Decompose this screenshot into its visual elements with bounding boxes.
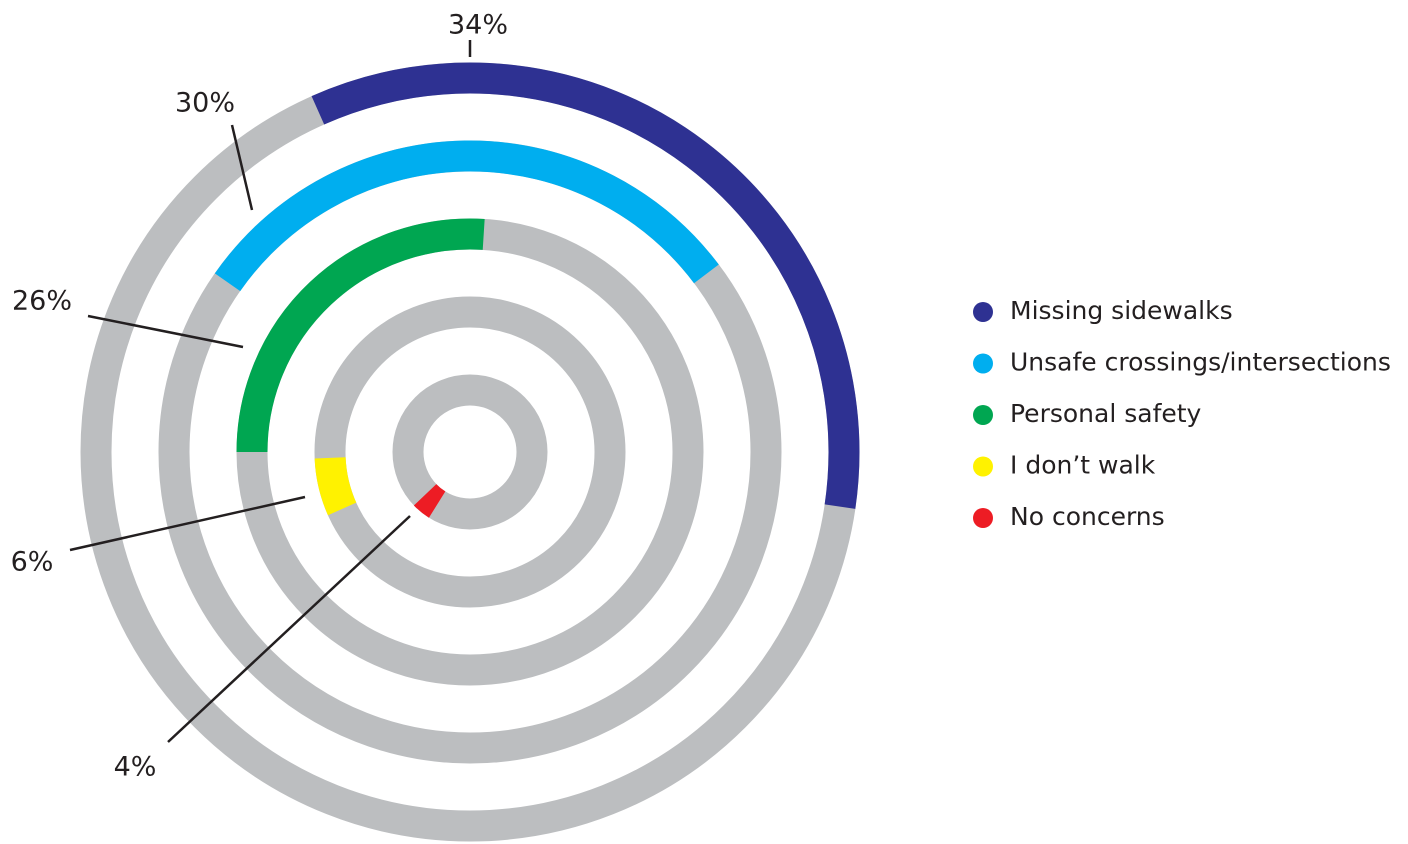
legend-label: Unsafe crossings/intersections (1010, 348, 1391, 377)
leader-line (230, 124, 254, 211)
value-label: 30% (175, 88, 235, 119)
value-label: 26% (12, 286, 72, 317)
ring-bar (314, 456, 357, 516)
ring-track (314, 296, 626, 608)
legend-label: Missing sidewalks (1010, 296, 1233, 325)
legend-swatch (973, 353, 993, 374)
legend-swatch (973, 302, 993, 322)
leader-line (167, 515, 411, 743)
legend-label: No concerns (1010, 502, 1165, 531)
legend: Missing sidewalks Unsafe crossings/inters… (973, 296, 1391, 531)
value-label: 6% (11, 547, 54, 578)
ring-track (392, 374, 548, 530)
ring-bar (311, 62, 860, 509)
legend-swatch (973, 508, 993, 528)
ring-bar (413, 483, 446, 518)
leader-line (69, 495, 306, 552)
legend-label: Personal safety (1010, 399, 1202, 428)
legend-label: I don’t walk (1010, 451, 1156, 480)
ring-bar (214, 140, 719, 292)
legend-swatch (973, 456, 993, 477)
leader-line (87, 314, 244, 349)
legend-swatch (973, 405, 993, 425)
value-label: 4% (114, 752, 157, 783)
value-label: 34% (448, 10, 508, 41)
ring-bar (236, 218, 485, 453)
